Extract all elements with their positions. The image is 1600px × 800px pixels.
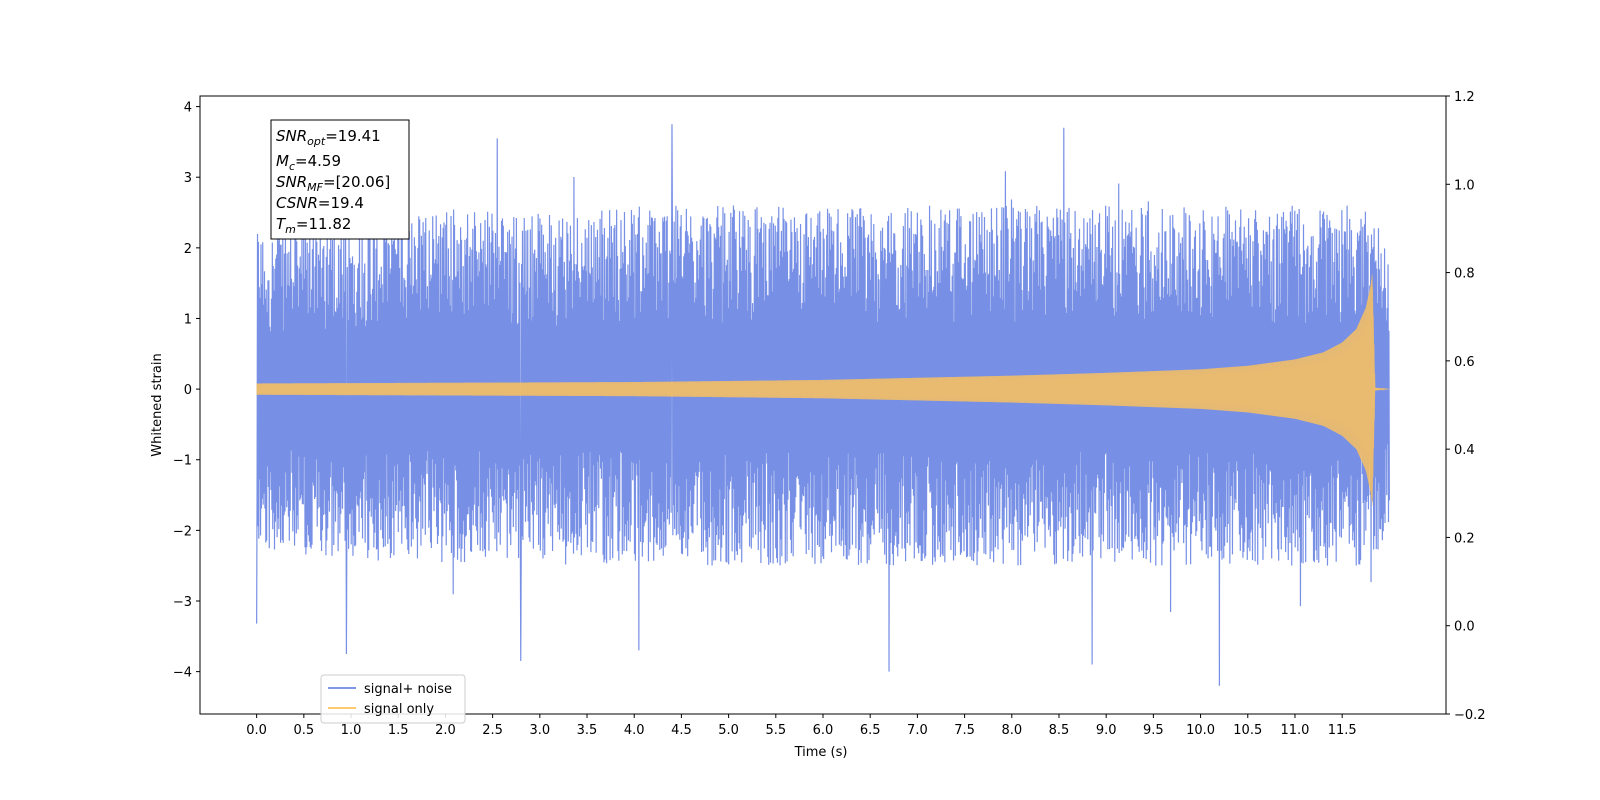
y2-tick-label: 0.0 <box>1454 620 1475 635</box>
annotation-csnr-base: CSNR <box>276 194 318 212</box>
x-tick-label: 11.5 <box>1328 723 1357 738</box>
y-tick-label: 0 <box>184 383 192 398</box>
y-tick-label: 4 <box>184 101 192 116</box>
legend-label-signal-noise: signal+ noise <box>364 682 452 697</box>
annotation-snr-mf: SNRMF=[20.06] <box>276 173 390 194</box>
x-tick-label: 0.0 <box>246 723 267 738</box>
y2-tick-label: 0.4 <box>1454 443 1475 458</box>
y-tick-label: −1 <box>173 454 192 469</box>
x-tick-label: 5.0 <box>718 723 739 738</box>
legend-box <box>320 674 466 724</box>
x-tick-label: 7.0 <box>907 723 928 738</box>
annotation-tm-value: =11.82 <box>296 215 352 233</box>
y2-tick-label: 0.2 <box>1454 531 1475 546</box>
annotation-mc: Mc=4.59 <box>276 152 341 173</box>
series-layer <box>256 124 1390 686</box>
y-tick-label: −2 <box>173 524 192 539</box>
x-tick-label: 9.5 <box>1143 723 1164 738</box>
x-tick-label: 10.5 <box>1233 723 1262 738</box>
y-tick-label: 3 <box>184 171 192 186</box>
x-tick-label: 8.5 <box>1049 723 1070 738</box>
x-tick-label: 2.5 <box>482 723 503 738</box>
y2-tick-label: 1.2 <box>1454 90 1475 105</box>
x-tick-label: 10.0 <box>1186 723 1215 738</box>
y2-tick-label: 1.0 <box>1454 178 1475 193</box>
annotation-snr-opt: SNRopt=19.41 <box>276 127 381 148</box>
series-signal-only-line <box>256 275 1390 506</box>
annotation-tm-base: T <box>276 215 287 233</box>
y2-tick-label: −0.2 <box>1454 708 1486 723</box>
annotation-mc-base: M <box>276 152 289 170</box>
x-tick-label: 2.0 <box>435 723 456 738</box>
x-axis-title: Time (s) <box>794 745 848 760</box>
y-axis-left: −4 −3 −2 −1 0 1 2 3 4 <box>173 101 200 681</box>
annotation-snr-mf-base: SNR <box>276 173 307 191</box>
stats-annotation: SNRopt=19.41 Mc=4.59 SNRMF=[20.06] CSNR=… <box>270 119 410 240</box>
x-tick-label: 6.0 <box>813 723 834 738</box>
x-tick-label: 9.0 <box>1096 723 1117 738</box>
legend-label-signal-only: signal only <box>364 702 434 717</box>
y-tick-label: −4 <box>173 666 192 681</box>
annotation-snr-mf-value: =[20.06] <box>323 173 390 191</box>
y-tick-label: 1 <box>184 312 192 327</box>
x-tick-label: 7.5 <box>954 723 975 738</box>
annotation-box <box>270 119 410 240</box>
annotation-mc-sub: c <box>289 160 295 173</box>
x-tick-label: 11.0 <box>1280 723 1309 738</box>
x-tick-label: 1.5 <box>388 723 409 738</box>
annotation-snr-opt-sub: opt <box>307 135 326 148</box>
x-tick-label: 3.0 <box>529 723 550 738</box>
x-tick-label: 4.5 <box>671 723 692 738</box>
annotation-mc-value: =4.59 <box>295 152 341 170</box>
y-tick-label: −3 <box>173 595 192 610</box>
annotation-snr-opt-base: SNR <box>276 127 307 145</box>
annotation-csnr-value: =19.4 <box>318 194 364 212</box>
x-axis: 0.0 0.5 1.0 1.5 2.0 2.5 3.0 3.5 4.0 4.5 5.0 5.5 6.0 6… <box>246 714 1357 738</box>
x-tick-label: 6.5 <box>860 723 881 738</box>
x-tick-label: 0.5 <box>293 723 314 738</box>
y2-tick-label: 0.8 <box>1454 267 1475 282</box>
annotation-csnr: CSNR=19.4 <box>276 194 364 212</box>
x-tick-label: 4.0 <box>624 723 645 738</box>
annotation-tm: Tm=11.82 <box>276 215 351 236</box>
y2-tick-label: 0.6 <box>1454 355 1475 370</box>
y-axis-title: Whitened strain <box>150 353 165 456</box>
annotation-snr-opt-value: =19.41 <box>325 127 381 145</box>
x-tick-label: 1.0 <box>341 723 362 738</box>
x-tick-label: 3.5 <box>577 723 598 738</box>
annotation-tm-sub: m <box>285 223 296 236</box>
legend: signal+ noise signal only <box>320 674 466 724</box>
x-tick-label: 8.0 <box>1001 723 1022 738</box>
y-tick-label: 2 <box>184 242 192 257</box>
x-tick-label: 5.5 <box>765 723 786 738</box>
y-axis-right: −0.2 0.0 0.2 0.4 0.6 0.8 1.0 1.2 <box>1446 90 1486 723</box>
annotation-snr-mf-sub: MF <box>307 181 323 194</box>
